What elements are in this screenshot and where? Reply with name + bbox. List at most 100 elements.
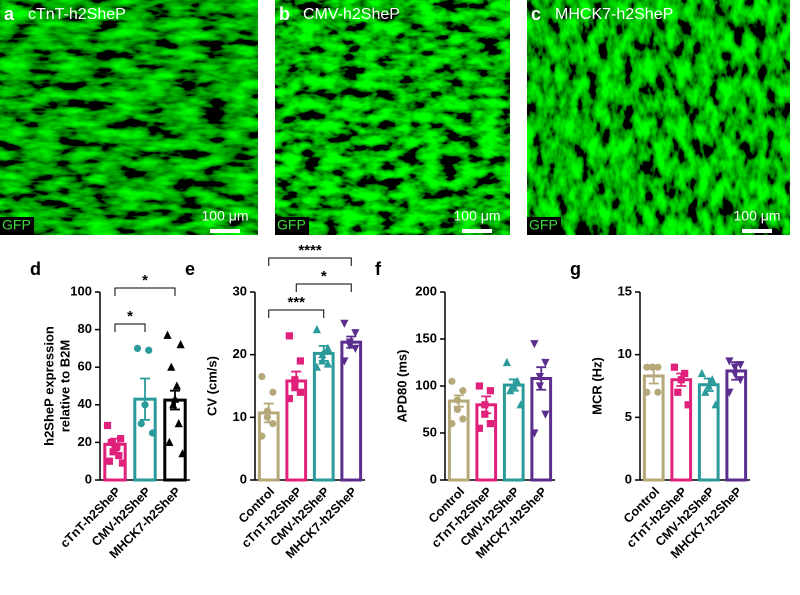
data-point (475, 424, 483, 432)
data-point (148, 429, 157, 437)
y-tick-label: 50 (423, 424, 437, 439)
data-point (486, 387, 494, 395)
data-point (285, 394, 293, 403)
y-tick-label: 15 (618, 283, 632, 298)
y-tick-label: 0 (625, 471, 632, 486)
data-point (730, 369, 739, 379)
panel-title: MHCK7-h2SheP (555, 6, 673, 23)
data-point (137, 420, 145, 428)
bar (697, 383, 720, 482)
y-axis-label: MCR (Hz) (589, 357, 604, 415)
y-tick-label: 80 (78, 321, 92, 336)
channel-bg (275, 217, 309, 235)
data-point (643, 388, 651, 396)
data-point (459, 387, 467, 395)
data-point (535, 373, 544, 382)
data-point (541, 410, 550, 419)
scale-label: 100 μm (454, 208, 501, 224)
data-point (176, 340, 185, 349)
y-tick-label: 0 (430, 471, 437, 486)
y-tick-label: 60 (78, 359, 92, 374)
data-point (269, 388, 277, 396)
data-point (448, 420, 456, 428)
panel-label: e (185, 259, 195, 279)
data-point (502, 357, 511, 367)
significance-bracket (295, 283, 352, 292)
y-tick-label: 0 (240, 471, 247, 486)
significance-bracket (114, 287, 176, 296)
data-point (345, 341, 354, 350)
y-axis-label: CV (cm/s) (204, 356, 219, 416)
data-point (340, 319, 349, 328)
data-point (323, 343, 332, 352)
data-point (105, 457, 113, 465)
data-point (296, 388, 304, 396)
significance-bracket (268, 309, 325, 318)
panel-label: g (570, 259, 581, 279)
micrograph-texture (527, 0, 790, 235)
data-point (481, 401, 489, 409)
data-point (340, 357, 349, 366)
panel-label: b (279, 4, 290, 24)
significance-bracket (268, 257, 352, 266)
channel-bg (0, 217, 34, 235)
data-point (351, 344, 360, 353)
panel-label: f (375, 259, 382, 279)
data-point (670, 363, 678, 371)
channel-label: GFP (529, 217, 558, 233)
data-point (643, 363, 651, 371)
panel-title: cTnT-h2SheP (28, 6, 126, 23)
data-point (167, 362, 176, 371)
y-axis-label: relative to B2M (57, 340, 72, 432)
data-point (506, 386, 515, 395)
scale-bar (462, 229, 492, 233)
data-point (453, 405, 461, 414)
data-point (258, 373, 266, 381)
data-point (516, 400, 525, 409)
panel-label: a (4, 4, 15, 24)
y-axis-label: h2SheP expression (41, 326, 56, 446)
data-point (736, 361, 745, 370)
data-point (291, 382, 299, 390)
data-point (486, 420, 494, 428)
significance-label: * (127, 308, 133, 325)
y-tick-label: 10 (618, 346, 632, 361)
bar (163, 398, 187, 482)
data-point (530, 340, 539, 349)
channel-bg (527, 217, 561, 235)
y-tick-label: 100 (415, 377, 437, 392)
data-point (323, 359, 332, 368)
data-point (109, 448, 117, 456)
data-point (145, 346, 153, 354)
bar (447, 399, 470, 482)
data-point (541, 358, 550, 368)
data-point (118, 459, 127, 467)
data-point (269, 420, 277, 428)
data-point (165, 437, 174, 446)
data-point (736, 376, 745, 385)
data-point (684, 401, 692, 409)
data-point (704, 381, 713, 390)
data-point (285, 332, 293, 340)
data-point (459, 415, 467, 423)
panel-label: d (30, 259, 41, 279)
data-point (141, 401, 149, 409)
data-point (711, 400, 720, 409)
data-point (677, 376, 685, 384)
data-point (103, 421, 112, 430)
bar (312, 351, 335, 482)
data-point (178, 449, 187, 458)
data-point (107, 438, 115, 446)
data-point (133, 344, 142, 352)
data-point (654, 388, 662, 396)
y-tick-label: 20 (233, 346, 247, 361)
data-point (730, 363, 739, 372)
y-tick-label: 30 (233, 283, 247, 298)
significance-label: **** (298, 242, 322, 259)
y-tick-label: 10 (233, 409, 247, 424)
data-point (117, 435, 125, 443)
data-point (172, 381, 181, 390)
y-tick-label: 20 (78, 434, 92, 449)
data-point (318, 356, 327, 365)
